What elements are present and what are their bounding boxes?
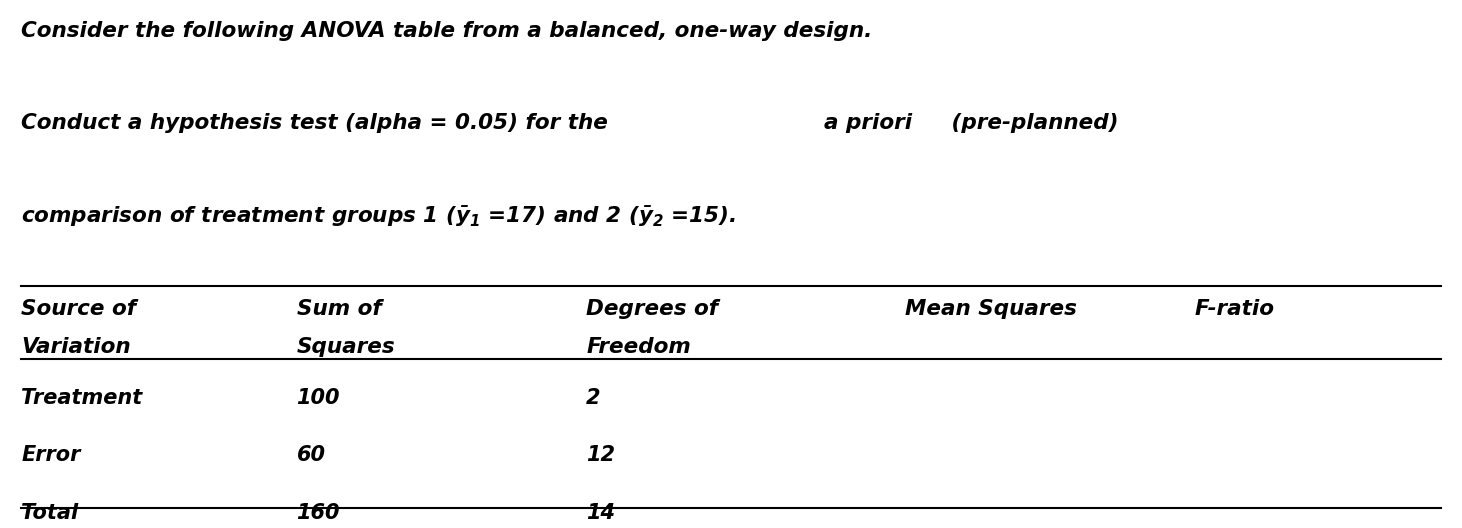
Text: Total: Total: [22, 503, 79, 523]
Text: Degrees of: Degrees of: [586, 298, 718, 318]
Text: Freedom: Freedom: [586, 337, 692, 357]
Text: 60: 60: [297, 446, 326, 466]
Text: 12: 12: [586, 446, 616, 466]
Text: 2: 2: [586, 388, 601, 408]
Text: Source of: Source of: [22, 298, 136, 318]
Text: Conduct a hypothesis test (alpha = 0.05) for the: Conduct a hypothesis test (alpha = 0.05)…: [22, 113, 616, 133]
Text: comparison of treatment groups 1 ($\mathregular{\bar{y}_1}$ =17) and 2 ($\mathre: comparison of treatment groups 1 ($\math…: [22, 204, 737, 229]
Text: Treatment: Treatment: [22, 388, 143, 408]
Text: Variation: Variation: [22, 337, 132, 357]
Text: Sum of: Sum of: [297, 298, 382, 318]
Text: F-ratio: F-ratio: [1194, 298, 1275, 318]
Text: 14: 14: [586, 503, 616, 523]
Text: Error: Error: [22, 446, 80, 466]
Text: Squares: Squares: [297, 337, 395, 357]
Text: 100: 100: [297, 388, 341, 408]
Text: Consider the following ANOVA table from a balanced, one-way design.: Consider the following ANOVA table from …: [22, 22, 873, 41]
Text: Mean Squares: Mean Squares: [905, 298, 1076, 318]
Text: a priori: a priori: [823, 113, 912, 133]
Text: (pre-planned): (pre-planned): [944, 113, 1118, 133]
Text: 160: 160: [297, 503, 341, 523]
